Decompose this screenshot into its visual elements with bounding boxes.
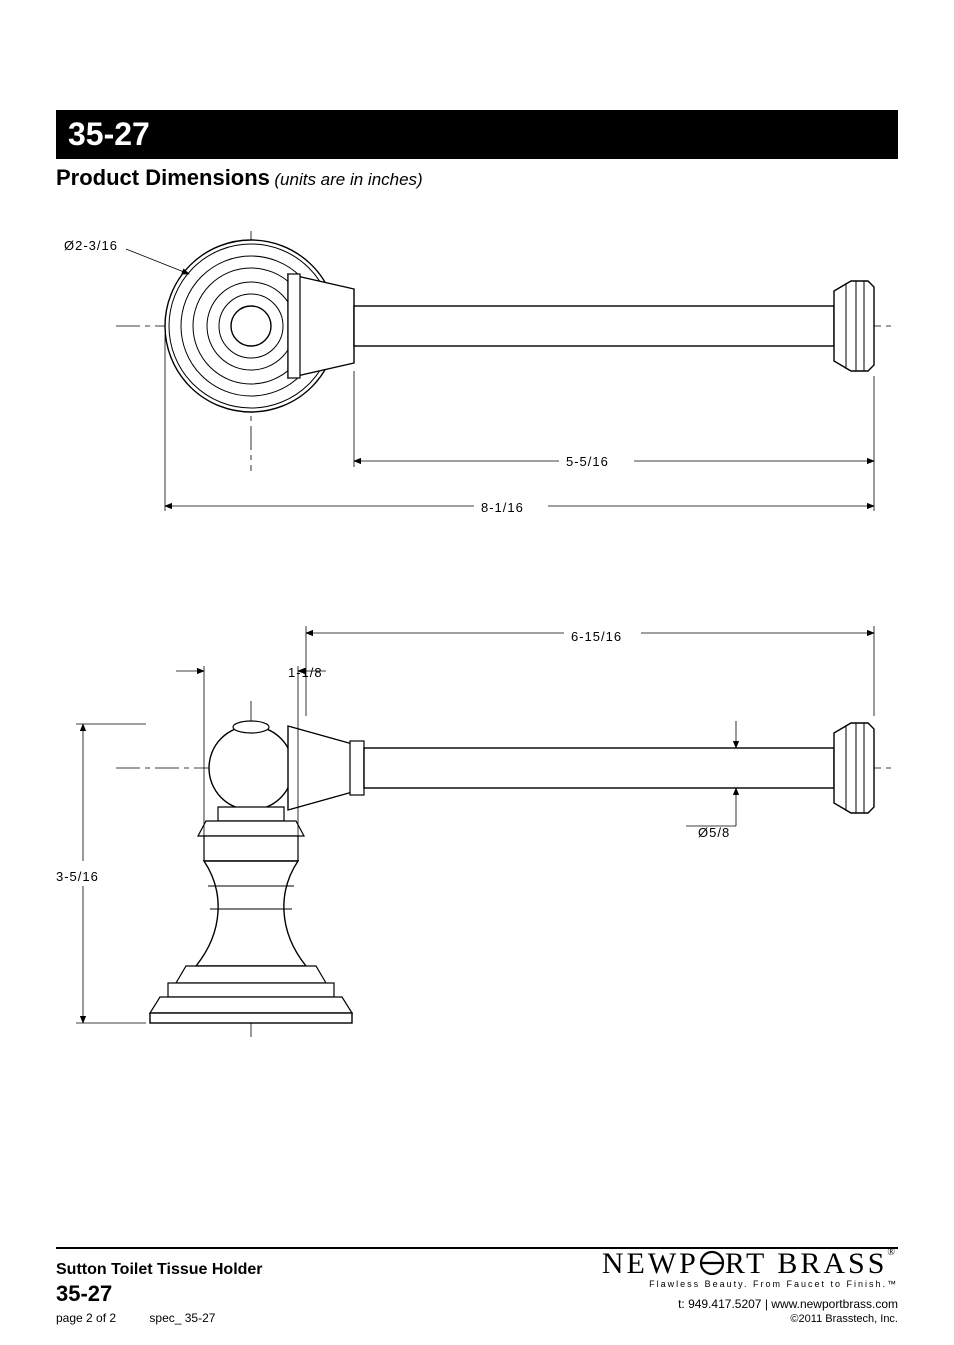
subtitle-text: Product Dimensions [56, 165, 270, 190]
technical-drawing: Ø2-3/16 5-5/16 8-1/16 6-15/16 1-1/8 3-5/… [56, 211, 896, 1061]
brand-pre: NEWP [602, 1247, 699, 1280]
page-number: page 2 of 2 [56, 1311, 116, 1325]
footer: Sutton Toilet Tissue Holder 35-27 page 2… [56, 1247, 898, 1325]
website: www.newportbrass.com [771, 1297, 898, 1311]
subtitle-units: (units are in inches) [274, 170, 422, 189]
product-name: Sutton Toilet Tissue Holder [56, 1261, 263, 1279]
brand-logo: NEWPRT BRASS® [602, 1247, 898, 1281]
dim-rod-diameter: Ø5/8 [698, 825, 730, 840]
phone: t: 949.417.5207 [678, 1297, 761, 1311]
page-info: page 2 of 2 spec_ 35-27 [56, 1311, 263, 1325]
dim-top-length: 6-15/16 [571, 629, 622, 644]
footer-left: Sutton Toilet Tissue Holder 35-27 page 2… [56, 1261, 263, 1325]
drawing-svg [56, 211, 896, 1061]
dim-flange-diameter: Ø2-3/16 [64, 238, 118, 253]
footer-product-code: 35-27 [56, 1281, 263, 1307]
title-bar: 35-27 [56, 110, 898, 159]
dim-height: 3-5/16 [56, 869, 99, 884]
footer-right: NEWPRT BRASS® Flawless Beauty. From Fauc… [602, 1247, 898, 1325]
dim-overall-width: 8-1/16 [481, 500, 524, 515]
contact-info: t: 949.417.5207 | www.newportbrass.com [602, 1297, 898, 1311]
dim-post-width: 1-1/8 [288, 665, 323, 680]
dim-arm-length: 5-5/16 [566, 454, 609, 469]
brand-o-icon [699, 1250, 725, 1276]
spec-ref: spec_ 35-27 [149, 1311, 215, 1325]
brand-post: RT BRASS [725, 1247, 888, 1280]
subtitle-row: Product Dimensions (units are in inches) [56, 165, 898, 191]
copyright: ©2011 Brasstech, Inc. [602, 1313, 898, 1325]
